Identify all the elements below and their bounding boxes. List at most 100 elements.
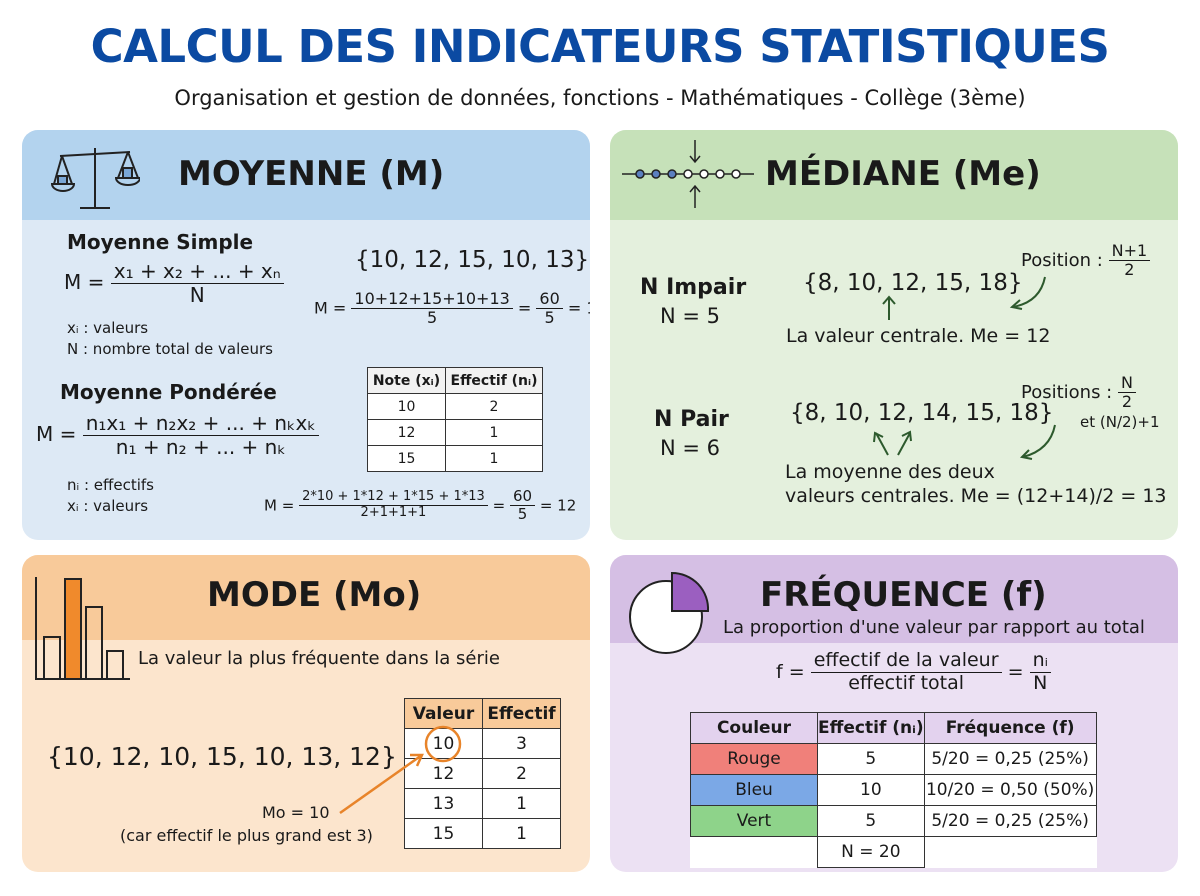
header-cell: Fréquence (f)	[923, 712, 1097, 744]
table-cell: 5	[817, 743, 925, 775]
table-cell: 1	[445, 445, 543, 472]
table-cell: Bleu	[690, 774, 818, 806]
fraction: 10+12+15+10+13 5	[351, 289, 513, 328]
case-label: N Impair	[640, 275, 747, 300]
header-cell: Effectif (nᵢ)	[817, 712, 925, 744]
data-table: Couleur Effectif (nᵢ) Fréquence (f) Rouge 5 5…	[690, 712, 1097, 868]
table-cell: Rouge	[690, 743, 818, 775]
table-cell: 5/20 = 0,25 (25%)	[923, 743, 1097, 775]
table-anchor: Note (xᵢ) Effectif (nᵢ) 10 2 12 1 15 1	[367, 367, 543, 472]
lhs: M =	[314, 298, 347, 318]
set: {10, 12, 10, 15, 10, 13, 12}	[47, 742, 397, 771]
legend-line: xᵢ : valeurs	[67, 319, 149, 337]
description: La valeur la plus fréquente dans la séri…	[138, 648, 500, 669]
number-line-icon	[622, 140, 754, 208]
table-cell: 10	[404, 728, 483, 759]
numerator: x₁ + x₂ + ... + xₙ	[110, 260, 284, 284]
mean-header	[22, 130, 590, 220]
median-panel: MÉDIANE (Me) N Impair N = 5 {8, 10, 12, …	[610, 130, 1178, 540]
result: = 12	[539, 496, 577, 515]
example: M = 10+12+15+10+135 = 605 = 12	[314, 289, 590, 328]
fraction: N+1 2	[1108, 241, 1151, 280]
empty-cell	[691, 837, 818, 868]
pie-icon	[629, 571, 710, 654]
table-cell: 15	[367, 445, 446, 472]
table-cell: 1	[445, 419, 543, 446]
denominator: effectif total	[848, 671, 965, 694]
table-cell: 10	[817, 774, 925, 806]
table-cell: 5/20 = 0,25 (25%)	[923, 805, 1097, 837]
heading: Moyenne Pondérée	[60, 380, 277, 404]
legend-line: N : nombre total de valeurs	[67, 340, 274, 358]
heading: Moyenne Simple	[67, 230, 254, 254]
position-extra: et (N/2)+1	[1080, 413, 1160, 431]
panel-title: MOYENNE (M)	[178, 154, 445, 194]
equals: =	[517, 298, 532, 318]
equals: =	[1007, 660, 1024, 683]
denominator: 5	[427, 308, 438, 328]
formula: M = x₁ + x₂ + ... + xₙ N	[64, 260, 284, 307]
table-cell: 3	[482, 728, 561, 759]
case-count: N = 6	[660, 436, 721, 460]
denominator: 2	[1121, 392, 1133, 412]
denominator: 5	[517, 505, 528, 524]
fraction: 60 5	[536, 289, 563, 328]
lhs: M =	[264, 496, 295, 515]
header-cell: Couleur	[690, 712, 818, 744]
example-set: {10, 12, 15, 10, 13}	[355, 247, 590, 273]
header-row: Couleur Effectif (nᵢ) Fréquence (f)	[690, 712, 1097, 744]
frequency-panel: FRÉQUENCE (f) La proportion d'une valeur…	[610, 555, 1178, 872]
panel-title: MÉDIANE (Me)	[765, 154, 1041, 194]
header-cell: Effectif	[482, 698, 561, 729]
header-cell: Valeur	[404, 698, 483, 729]
table-cell: 10/20 = 0,50 (50%)	[923, 774, 1097, 806]
result: = 12	[567, 298, 590, 318]
numerator: 2*10 + 1*12 + 1*15 + 1*13	[299, 489, 488, 507]
position: Position : N+1 2	[1021, 241, 1151, 280]
median-arrows	[873, 276, 1056, 460]
title: CALCUL DES INDICATEURS STATISTIQUES	[90, 20, 1110, 73]
denominator: 2+1+1+1	[360, 505, 427, 521]
annotation: Mo = 10	[262, 803, 330, 822]
subtitle: Organisation et gestion de données, fonc…	[174, 86, 1026, 110]
legend-line: nᵢ : effectifs	[67, 476, 154, 494]
fraction: nᵢ N	[1029, 649, 1051, 695]
annotation: (car effectif le plus grand est 3)	[120, 826, 373, 845]
case-count: N = 5	[660, 304, 721, 328]
header-row: Valeur Effectif	[404, 698, 561, 729]
table-row: 13 1	[404, 788, 561, 819]
numerator: nᵢ	[1029, 649, 1051, 673]
table-anchor: Valeur Effectif 10 3 12 2 13 1 15 1	[404, 698, 561, 849]
header-cell: Effectif (nᵢ)	[445, 367, 543, 394]
table-row: 10 2	[367, 393, 543, 420]
denominator: N	[189, 283, 205, 307]
numerator: N	[1117, 373, 1136, 394]
panel-title: FRÉQUENCE (f)	[760, 575, 1047, 615]
scale-icon	[50, 148, 140, 209]
fraction: 2*10 + 1*12 + 1*15 + 1*13 2+1+1+1	[299, 489, 488, 521]
mode-panel: MODE (Mo) La valeur la plus fréquente da…	[22, 555, 590, 872]
fraction: n₁x₁ + n₂x₂ + ... + nₖxₖ n₁ + n₂ + ... + …	[82, 412, 319, 459]
position-label: Positions :	[1021, 381, 1113, 403]
numerator: 10+12+15+10+13	[351, 289, 513, 310]
numerator: 60	[536, 289, 563, 310]
total-cell: N = 20	[817, 836, 925, 868]
denominator: N	[1033, 671, 1048, 694]
table-cell: Vert	[690, 805, 818, 837]
table-row: 12 1	[367, 419, 543, 446]
equals: =	[492, 496, 506, 515]
formula: f = effectif de la valeur effectif total …	[776, 649, 1051, 695]
table-row: Rouge 5 5/20 = 0,25 (25%)	[690, 743, 1097, 775]
denominator: 5	[544, 308, 555, 328]
numerator: effectif de la valeur	[810, 649, 1002, 673]
fraction: effectif de la valeur effectif total	[810, 649, 1002, 695]
formula: M = n₁x₁ + n₂x₂ + ... + nₖxₖ n₁ + n₂ + ..…	[36, 412, 319, 459]
lhs: f =	[776, 660, 805, 683]
denominator: 2	[1124, 260, 1135, 280]
table-row: 15 1	[404, 818, 561, 849]
table-row: Vert 5 5/20 = 0,25 (25%)	[690, 805, 1097, 837]
header-row: Note (xᵢ) Effectif (nᵢ)	[367, 367, 543, 394]
table-cell: 12	[367, 419, 446, 446]
position-label: Position :	[1021, 249, 1103, 271]
